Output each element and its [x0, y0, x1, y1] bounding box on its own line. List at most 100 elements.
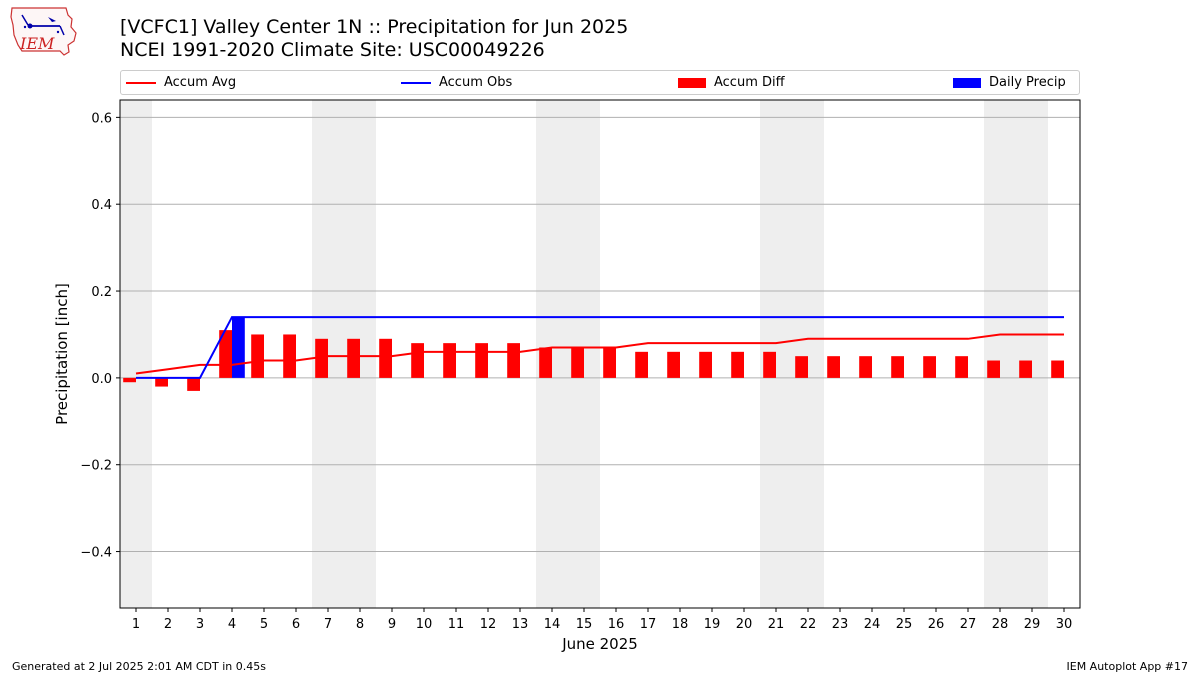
x-tick-label: 23 — [832, 617, 849, 632]
accum-diff-bar-7 — [315, 338, 328, 378]
x-tick-label: 27 — [960, 617, 977, 632]
x-tick-label: 19 — [704, 617, 721, 632]
x-tick-label: 8 — [356, 617, 364, 632]
plot-frame — [119, 99, 1081, 609]
x-axis-ticks: 1 2 3 4 5 6 7 8 9 10 11 12 13 14 15 16 17 18 19 20 21 22 23 24 2… — [132, 608, 1072, 632]
accum-avg-line — [135, 333, 1064, 375]
accum-diff-bar-12 — [475, 343, 488, 378]
x-tick-label: 9 — [388, 617, 396, 632]
accum-diff-bar-4 — [219, 330, 232, 378]
x-tick-label: 15 — [576, 617, 593, 632]
accum-diff-bar-30 — [1051, 360, 1064, 378]
accum-diff-bar-29 — [1019, 360, 1032, 378]
accum-diff-bar-25 — [891, 356, 904, 378]
accum-diff-bar-18 — [667, 351, 680, 378]
x-tick-label: 24 — [864, 617, 881, 632]
accum-obs-line — [136, 316, 1064, 379]
x-tick-label: 14 — [544, 617, 561, 632]
y-tick-label: 0.2 — [91, 285, 112, 300]
x-tick-label: 20 — [736, 617, 753, 632]
x-tick-label: 26 — [928, 617, 945, 632]
x-tick-label: 12 — [480, 617, 497, 632]
legend-swatch-accum-avg — [126, 81, 156, 84]
legend-swatch-accum-diff — [678, 77, 706, 88]
x-tick-label: 4 — [228, 617, 236, 632]
x-tick-label: 13 — [512, 617, 529, 632]
x-tick-label: 30 — [1056, 617, 1073, 632]
accum-diff-bar-6 — [283, 334, 296, 378]
weekend-band-29 — [1016, 100, 1048, 608]
x-tick-label: 5 — [260, 617, 268, 632]
chart-subtitle: NCEI 1991-2020 Climate Site: USC00049226 — [120, 39, 545, 61]
weekend-band-28 — [984, 100, 1016, 608]
chart-title: [VCFC1] Valley Center 1N :: Precipitatio… — [120, 16, 629, 38]
y-axis-ticks: −0.4 −0.2 0.0 0.2 0.4 0.6 — [80, 111, 120, 561]
accum-diff-bar-27 — [955, 356, 968, 378]
x-tick-label: 22 — [800, 617, 817, 632]
accum-diff-bar-11 — [443, 343, 456, 378]
x-tick-label: 17 — [640, 617, 657, 632]
accum-lines — [135, 316, 1064, 379]
footer-generated: Generated at 2 Jul 2025 2:01 AM CDT in 0… — [12, 660, 266, 673]
accum-diff-bar-10 — [411, 343, 424, 378]
y-tick-label: 0.6 — [91, 111, 112, 126]
legend-item-accum-diff: Accum Diff — [678, 71, 785, 94]
chart-legend: Accum Avg Accum Obs Accum Diff Daily Pre… — [120, 70, 1080, 95]
accum-diff-bar-23 — [827, 356, 840, 378]
x-tick-label: 29 — [1024, 617, 1041, 632]
legend-label-daily-precip: Daily Precip — [989, 75, 1066, 90]
accum-diff-bar-2 — [155, 377, 168, 387]
x-tick-label: 2 — [164, 617, 172, 632]
daily-precip-bar-4 — [232, 317, 245, 378]
accum-diff-bar-22 — [795, 356, 808, 378]
iem-logo: IEM — [10, 7, 77, 56]
legend-swatch-daily-precip — [953, 77, 981, 88]
x-tick-label: 1 — [132, 617, 140, 632]
accum-diff-bar-5 — [251, 334, 264, 378]
accum-diff-bar-8 — [347, 338, 360, 378]
legend-label-accum-avg: Accum Avg — [164, 75, 237, 90]
x-axis-label: June 2025 — [561, 635, 638, 653]
accum-diff-bar-28 — [987, 360, 1000, 378]
accum-diff-bar-20 — [731, 351, 744, 378]
accum-diff-bar-3 — [187, 377, 200, 391]
x-tick-label: 25 — [896, 617, 913, 632]
y-axis-label: Precipitation [inch] — [53, 283, 71, 425]
legend-label-accum-obs: Accum Obs — [439, 75, 513, 90]
x-tick-label: 6 — [292, 617, 300, 632]
accum-diff-bar-15 — [571, 347, 584, 378]
x-tick-label: 11 — [448, 617, 465, 632]
accum-diff-bar-9 — [379, 338, 392, 378]
accum-diff-bar-14 — [539, 347, 552, 378]
accum-diff-bar-1 — [123, 377, 136, 383]
gridlines — [120, 116, 1080, 553]
accum-diff-bar-21 — [763, 351, 776, 378]
accum-diff-bar-19 — [699, 351, 712, 378]
legend-item-accum-obs: Accum Obs — [401, 71, 512, 94]
weekend-band-22 — [792, 100, 824, 608]
daily-precip-bars — [232, 317, 245, 378]
x-tick-label: 3 — [196, 617, 204, 632]
accum-diff-bar-16 — [603, 347, 616, 378]
accum-diff-bar-26 — [923, 356, 936, 378]
accum-diff-bar-13 — [507, 343, 520, 378]
x-tick-label: 21 — [768, 617, 785, 632]
y-tick-label: 0.4 — [91, 198, 112, 213]
x-tick-label: 10 — [416, 617, 433, 632]
legend-label-accum-diff: Accum Diff — [714, 75, 785, 90]
x-tick-label: 7 — [324, 617, 332, 632]
svg-text:IEM: IEM — [19, 34, 55, 53]
footer-app: IEM Autoplot App #17 — [1066, 660, 1189, 673]
accum-diff-bar-17 — [635, 351, 648, 378]
accum-diff-bar-24 — [859, 356, 872, 378]
legend-item-daily-precip: Daily Precip — [953, 71, 1066, 94]
legend-item-accum-avg: Accum Avg — [126, 71, 236, 94]
x-tick-label: 28 — [992, 617, 1009, 632]
x-tick-label: 16 — [608, 617, 625, 632]
weekend-band-1 — [120, 100, 152, 608]
y-tick-label: −0.2 — [80, 459, 112, 474]
x-tick-label: 18 — [672, 617, 689, 632]
y-tick-label: −0.4 — [80, 546, 112, 561]
y-tick-label: 0.0 — [91, 372, 112, 387]
